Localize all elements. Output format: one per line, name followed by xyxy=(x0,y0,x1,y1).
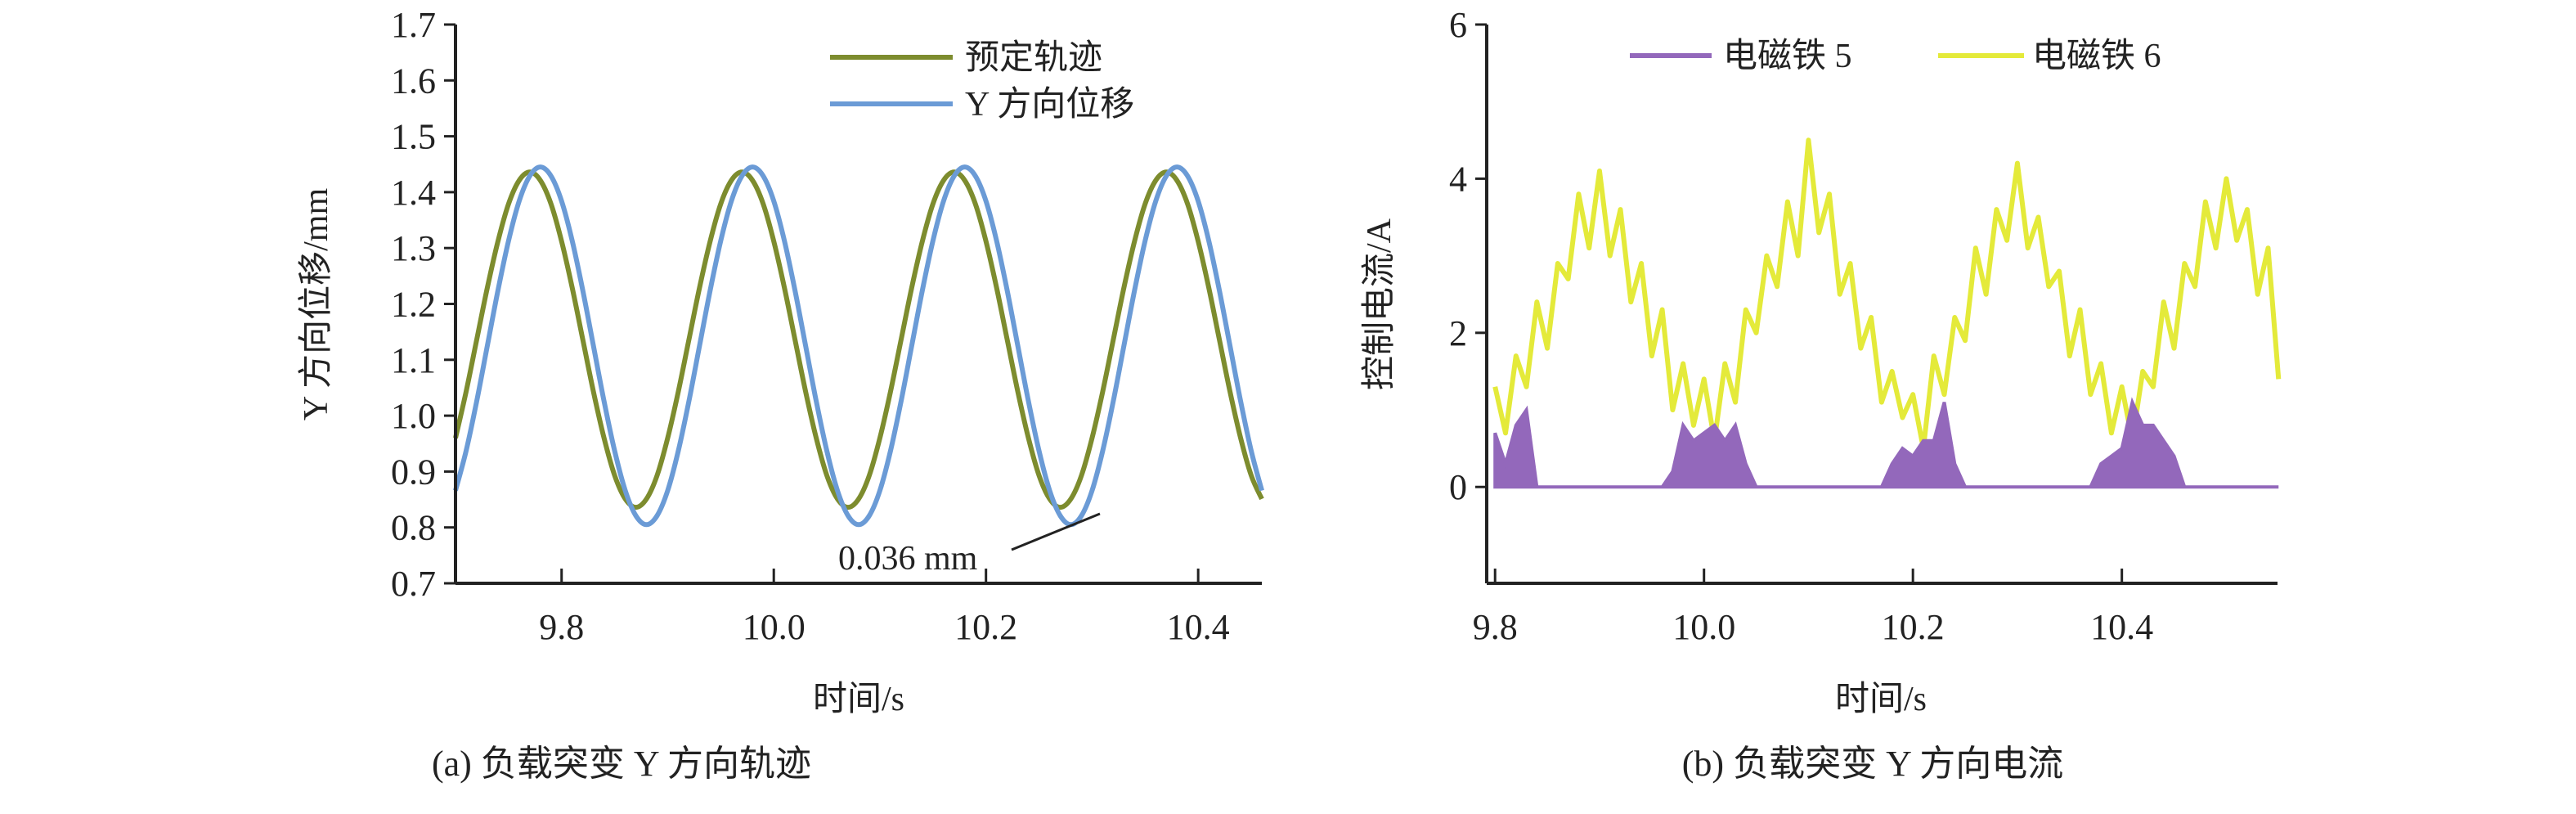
x-tick-label: 9.8 xyxy=(1473,607,1518,647)
y-tick-label: 0.8 xyxy=(391,508,436,548)
chart-b-ticks: 0 2 4 6 9.8 10.0 10.2 10.4 xyxy=(1449,5,2153,647)
x-tick-label: 10.4 xyxy=(2090,607,2153,647)
series-line-2 xyxy=(1492,137,2282,452)
series-line-1 xyxy=(453,169,1264,510)
series-line-2 xyxy=(453,164,1264,528)
y-tick-label: 4 xyxy=(1449,159,1467,199)
chart-a: 0.7 0.8 0.9 1.0 1.1 1.2 1.3 1.4 1.5 1.6 1.7 9.8 10.0… xyxy=(297,5,1264,784)
series-area-1 xyxy=(1493,397,2279,489)
y-tick-label: 1.0 xyxy=(391,396,436,436)
y-tick-label: 1.2 xyxy=(391,285,436,325)
y-tick-label: 0.7 xyxy=(391,564,436,604)
x-axis-label-a: 时间/s xyxy=(813,681,904,718)
y-tick-label: 0 xyxy=(1449,467,1467,507)
y-axis-label-b: 控制电流/A xyxy=(1361,218,1398,390)
chart-a-series xyxy=(453,164,1264,528)
chart-a-ticks: 0.7 0.8 0.9 1.0 1.1 1.2 1.3 1.4 1.5 1.6 1.7 9.8 10.0… xyxy=(391,5,1230,647)
annotation-label: 0.036 mm xyxy=(838,540,978,578)
caption-b: (b) 负载突变 Y 方向电流 xyxy=(1682,744,2063,784)
x-tick-label: 9.8 xyxy=(539,607,584,647)
x-tick-label: 10.0 xyxy=(743,607,806,647)
y-tick-label: 1.5 xyxy=(391,117,436,157)
y-tick-label: 1.3 xyxy=(391,228,436,268)
y-tick-label: 6 xyxy=(1449,5,1467,45)
x-tick-label: 10.0 xyxy=(1672,607,1735,647)
chart-b-series xyxy=(1492,137,2282,489)
y-tick-label: 2 xyxy=(1449,313,1467,353)
legend-label-displacement: Y 方向位移 xyxy=(965,85,1134,124)
y-axis-label-a: Y 方向位移/mm xyxy=(297,188,335,421)
legend-label-magnet-6: 电磁铁 6 xyxy=(2032,38,2161,75)
x-tick-label: 10.4 xyxy=(1167,607,1230,647)
y-tick-label: 1.4 xyxy=(391,173,436,213)
y-tick-label: 1.7 xyxy=(391,5,436,45)
x-tick-label: 10.2 xyxy=(1882,607,1945,647)
x-tick-label: 10.2 xyxy=(954,607,1017,647)
chart-b: 0 2 4 6 9.8 10.0 10.2 10.4 电磁铁 5 电磁铁 6 控制电流/A 时… xyxy=(1361,5,2282,784)
legend-label-reference: 预定轨迹 xyxy=(965,38,1102,77)
caption-a: (a) 负载突变 Y 方向轨迹 xyxy=(432,744,811,784)
chart-b-axes xyxy=(1485,25,2278,585)
y-tick-label: 1.6 xyxy=(391,61,436,101)
annotation-leader-line xyxy=(1011,512,1101,551)
y-tick-label: 0.9 xyxy=(391,452,436,492)
legend-label-magnet-5: 电磁铁 5 xyxy=(1723,38,1852,75)
y-tick-label: 1.1 xyxy=(391,340,436,380)
x-axis-label-b: 时间/s xyxy=(1835,681,1927,718)
